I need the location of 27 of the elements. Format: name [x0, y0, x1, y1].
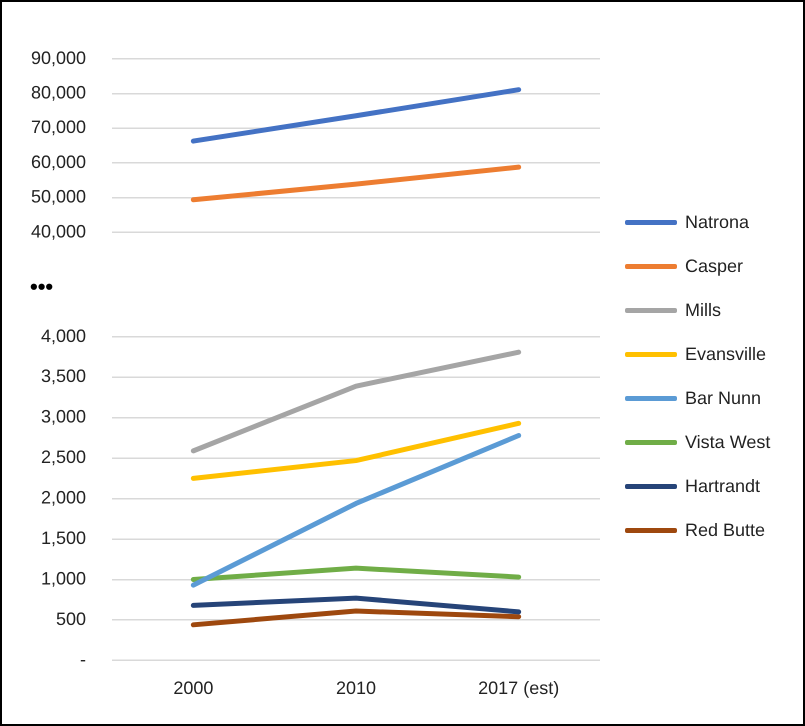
legend-label: Bar Nunn — [685, 388, 762, 408]
legend-label: Casper — [685, 256, 744, 276]
y-tick-label: 90,000 — [30, 48, 86, 68]
text: ••• — [30, 274, 54, 300]
y-tick-label: 80,000 — [30, 82, 86, 102]
legend-label: Natrona — [685, 212, 750, 232]
y-tick-label: 2,500 — [40, 447, 86, 468]
legend-label: Evansville — [685, 344, 766, 364]
y-tick-label: 50,000 — [30, 186, 86, 207]
y-tick-label: 4,000 — [40, 326, 86, 346]
y-tick-label: - — [80, 649, 86, 670]
y-tick-label: 3,000 — [40, 406, 86, 427]
x-tick-label: 2000 — [173, 678, 214, 698]
legend-label: Red Butte — [685, 520, 766, 540]
legend-label: Vista West — [685, 432, 770, 452]
x-tick-label: 2017 (est) — [478, 678, 560, 698]
x-tick-label: 2010 — [336, 678, 376, 698]
y-tick-label: 1,500 — [40, 528, 86, 548]
y-tick-label: 500 — [56, 608, 86, 629]
y-tick-label: 3,500 — [40, 366, 86, 386]
legend-label: Hartrandt — [685, 476, 760, 496]
y-tick-label: 40,000 — [30, 221, 86, 242]
y-tick-label: 60,000 — [30, 152, 86, 172]
legend-label: Mills — [685, 300, 721, 320]
y-tick-label: 1,000 — [40, 568, 86, 588]
y-tick-label: 70,000 — [30, 117, 86, 138]
y-tick-label: 2,000 — [40, 488, 86, 508]
